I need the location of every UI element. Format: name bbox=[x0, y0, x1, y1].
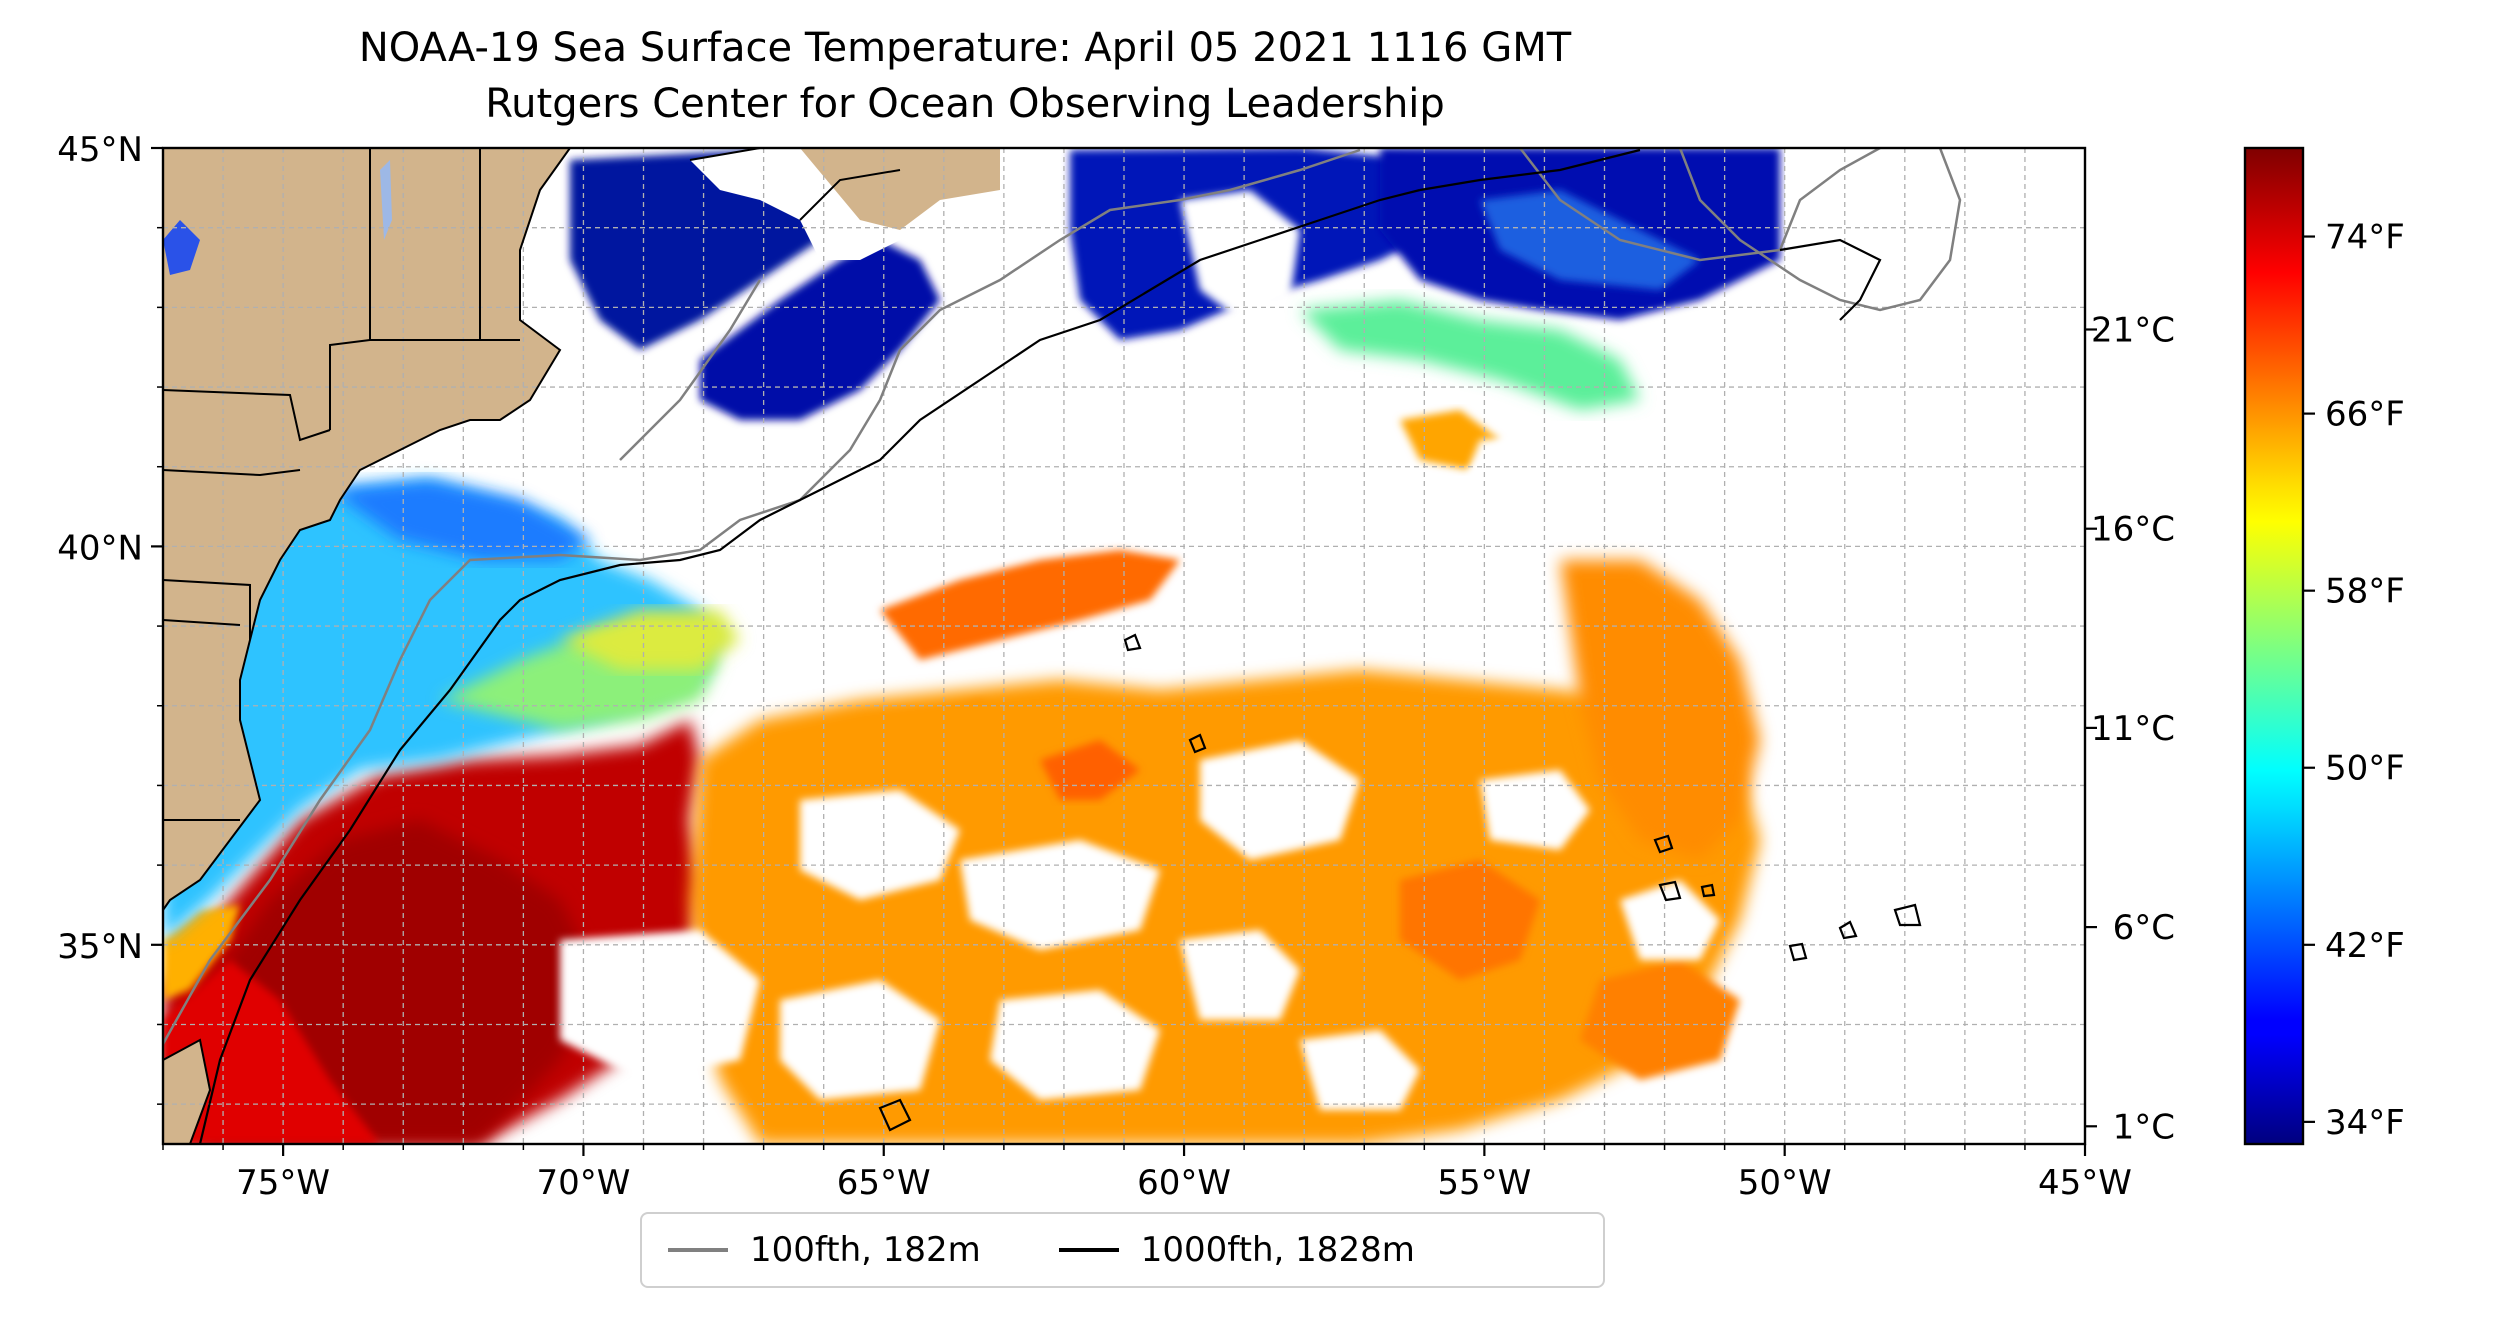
lon-tick-label: 75°W bbox=[236, 1163, 330, 1203]
land-mass bbox=[163, 148, 570, 910]
lon-tick-label: 65°W bbox=[837, 1163, 931, 1203]
lon-tick-label: 45°W bbox=[2038, 1163, 2132, 1203]
coastlines bbox=[163, 148, 901, 1144]
legend-item-1000fth: 1000fth, 1828m bbox=[1058, 1230, 1415, 1270]
legend-line-gray bbox=[668, 1248, 728, 1252]
legend-item-100fth: 100fth, 182m bbox=[668, 1230, 981, 1270]
cb-c-tick-label: 21°C bbox=[2091, 310, 2175, 350]
longitude-ticks: 75°W 70°W 65°W 60°W 55°W 50°W 45°W bbox=[162, 1144, 2132, 1203]
cb-f-tick-label: 66°F bbox=[2325, 395, 2405, 435]
cb-f-tick-label: 42°F bbox=[2325, 926, 2405, 966]
lon-tick-label: 60°W bbox=[1137, 1163, 1231, 1203]
colorbar-celsius-ticks: 21°C 16°C 11°C 6°C 1°C bbox=[2085, 310, 2175, 1147]
map-title: NOAA-19 Sea Surface Temperature: April 0… bbox=[358, 25, 1572, 71]
lat-tick-label: 40°N bbox=[57, 528, 143, 568]
cb-c-tick-label: 11°C bbox=[2091, 709, 2175, 749]
cb-f-tick-label: 74°F bbox=[2325, 218, 2405, 258]
isobath-1000fth bbox=[198, 148, 1922, 1144]
cb-c-tick-label: 16°C bbox=[2091, 510, 2175, 550]
isobath-100fth bbox=[163, 148, 1962, 1045]
legend-label-100fth: 100fth, 182m bbox=[750, 1230, 981, 1270]
map-subtitle: Rutgers Center for Ocean Observing Leade… bbox=[485, 81, 1445, 127]
latitude-ticks: 45°N 40°N 35°N bbox=[57, 130, 163, 1105]
map-legend: 100fth, 182m 1000fth, 1828m bbox=[640, 1212, 1605, 1288]
cb-c-tick-label: 6°C bbox=[2113, 908, 2175, 948]
cb-f-tick-label: 34°F bbox=[2325, 1103, 2405, 1143]
lat-tick-label: 45°N bbox=[57, 130, 143, 170]
cb-c-tick-label: 1°C bbox=[2113, 1107, 2175, 1147]
colorbar-fahrenheit-ticks: 74°F 66°F 58°F 50°F 42°F 34°F bbox=[2303, 218, 2405, 1143]
cb-f-tick-label: 50°F bbox=[2325, 749, 2405, 789]
colorbar-gradient bbox=[2245, 148, 2303, 1144]
colorbar-frame bbox=[2243, 146, 2305, 1146]
lon-tick-label: 70°W bbox=[536, 1163, 630, 1203]
lat-tick-label: 35°N bbox=[57, 927, 143, 967]
cb-f-tick-label: 58°F bbox=[2325, 572, 2405, 612]
lon-tick-label: 55°W bbox=[1437, 1163, 1531, 1203]
legend-label-1000fth: 1000fth, 1828m bbox=[1140, 1230, 1415, 1270]
legend-line-black bbox=[1058, 1248, 1119, 1252]
lon-tick-label: 50°W bbox=[1738, 1163, 1832, 1203]
